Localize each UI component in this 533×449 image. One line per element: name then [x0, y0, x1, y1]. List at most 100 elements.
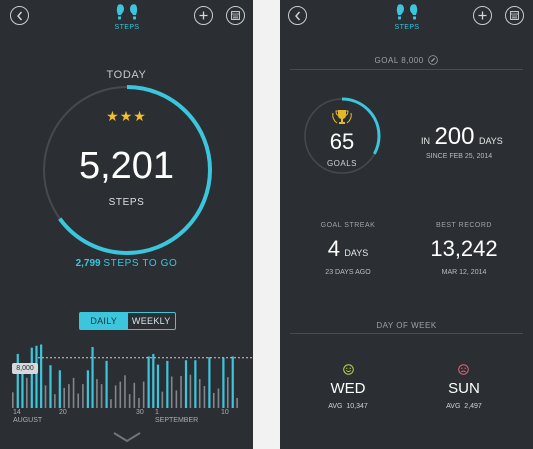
day-bar[interactable] [100, 384, 103, 408]
add-button[interactable] [194, 6, 213, 25]
day-bar[interactable] [119, 381, 122, 408]
streak-sub: 23 DAYS AGO [325, 269, 371, 276]
today-screen: STEPS TODAY ★★★ 5,201 STEPS 2,799 STEPS … [0, 0, 253, 449]
day-bar[interactable] [212, 392, 215, 408]
day-bar[interactable] [77, 393, 80, 408]
day-bar[interactable] [114, 385, 117, 408]
footsteps-icon[interactable] [114, 3, 140, 23]
goals-label: GOALS [326, 159, 358, 168]
daily-steps-chart[interactable] [0, 332, 253, 412]
day-bar[interactable] [58, 370, 61, 408]
days-label: DAYS [478, 136, 503, 146]
day-bar[interactable] [180, 375, 182, 408]
day-bar[interactable] [194, 360, 197, 408]
smiley-sad-icon [458, 364, 469, 375]
day-bar[interactable] [54, 394, 56, 408]
since-date: SINCE FEB 25, 2014 [426, 153, 493, 160]
calendar-button[interactable] [505, 6, 524, 25]
chevron-left-icon [294, 11, 300, 20]
tick-label: 1 [155, 409, 159, 416]
day-bar[interactable] [175, 390, 178, 408]
footsteps-icon[interactable] [394, 3, 420, 23]
back-button[interactable] [10, 6, 29, 25]
day-bar[interactable] [222, 357, 225, 408]
weekly-tab[interactable]: WEEKLY [131, 316, 171, 326]
steps-value: 5,201 [78, 145, 175, 187]
day-bar[interactable] [236, 397, 238, 408]
streak-number: 4 [327, 236, 340, 261]
day-bar[interactable] [189, 374, 192, 408]
day-bar[interactable] [184, 360, 188, 408]
in-label: IN [421, 136, 430, 146]
day-bar[interactable] [198, 379, 201, 408]
goals-ring [303, 97, 381, 175]
day-bar[interactable] [231, 356, 234, 408]
month-label: AUGUST [13, 417, 43, 424]
steps-to-go: 2,799 STEPS TO GO [0, 258, 253, 269]
day-bar[interactable] [217, 388, 220, 408]
day-bar[interactable] [86, 370, 89, 408]
days-count: IN 200 DAYS [421, 123, 503, 151]
day-bar[interactable] [91, 347, 94, 408]
day-bar[interactable] [203, 386, 206, 408]
plus-icon [199, 11, 208, 20]
day-bar[interactable] [152, 353, 155, 408]
tick-label: 10 [221, 409, 229, 416]
back-button[interactable] [288, 6, 307, 25]
day-bar[interactable] [82, 384, 84, 408]
remaining-value: 2,799 [75, 258, 101, 269]
day-bar[interactable] [30, 347, 33, 408]
day-bar[interactable] [156, 364, 160, 408]
record-value: 13,242 [430, 236, 498, 261]
day-bar[interactable] [124, 375, 126, 408]
day-bar[interactable] [40, 344, 43, 408]
daily-tab[interactable]: DAILY [80, 313, 128, 329]
worst-day-name: SUN [448, 380, 480, 397]
day-bar[interactable] [21, 369, 24, 408]
day-bar[interactable] [72, 377, 75, 408]
chevron-down-icon[interactable] [112, 431, 142, 443]
day-bar[interactable] [147, 356, 150, 408]
days-value: 200 [434, 123, 475, 150]
day-bar[interactable] [96, 379, 98, 408]
day-bar[interactable] [68, 384, 70, 408]
period-toggle: DAILY WEEKLY [79, 312, 176, 330]
add-button[interactable] [473, 6, 492, 25]
calendar-icon [231, 11, 240, 20]
progress-arc [42, 85, 212, 255]
day-bar[interactable] [49, 365, 52, 408]
tick-label: 30 [136, 409, 144, 416]
day-bar[interactable] [170, 376, 173, 408]
day-bar[interactable] [208, 357, 211, 408]
day-bar[interactable] [63, 387, 66, 408]
divider [290, 69, 523, 70]
day-bar[interactable] [110, 399, 112, 408]
goal-line-badge: 8,000 [12, 363, 38, 374]
tab-steps[interactable]: STEPS [394, 24, 420, 31]
day-bar[interactable] [133, 382, 136, 408]
tab-steps[interactable]: STEPS [114, 24, 140, 31]
daily-progress-ring [42, 85, 212, 255]
edit-pencil-icon[interactable] [428, 55, 439, 65]
tick-label: 14 [13, 409, 21, 416]
day-bar[interactable] [44, 385, 47, 408]
month-label: SEPTEMBER [155, 417, 199, 424]
plus-icon [478, 11, 487, 20]
record-label: BEST RECORD [436, 222, 492, 229]
day-bar[interactable] [166, 360, 169, 408]
calendar-button[interactable] [226, 6, 245, 25]
day-bar[interactable] [138, 397, 140, 408]
day-bar[interactable] [128, 394, 131, 408]
streak-label: GOAL STREAK [320, 222, 376, 229]
chevron-left-icon [16, 11, 22, 20]
day-bar[interactable] [16, 353, 19, 408]
goals-progress-arc [303, 97, 381, 175]
day-bar[interactable] [142, 381, 145, 408]
day-bar[interactable] [105, 360, 108, 408]
tick-label: 20 [59, 409, 67, 416]
day-bar[interactable] [26, 377, 28, 408]
day-bar[interactable] [161, 391, 164, 408]
day-bar[interactable] [226, 377, 229, 408]
day-bar[interactable] [35, 345, 38, 408]
day-bar[interactable] [12, 392, 14, 408]
